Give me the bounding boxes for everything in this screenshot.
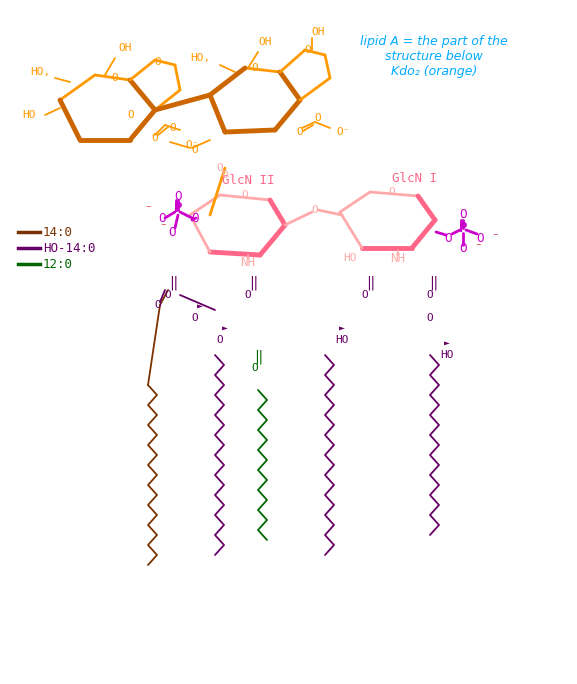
- Text: ⁻: ⁻: [491, 231, 499, 244]
- Text: OH: OH: [311, 27, 325, 37]
- Text: O: O: [426, 313, 433, 323]
- Text: O: O: [111, 73, 118, 83]
- Text: O: O: [155, 300, 162, 310]
- Text: HO: HO: [22, 110, 36, 120]
- Text: NH: NH: [391, 252, 406, 265]
- Text: ‖: ‖: [429, 276, 437, 290]
- Text: O: O: [168, 226, 176, 239]
- Text: ⁻: ⁻: [159, 222, 167, 235]
- Text: 12:0: 12:0: [43, 257, 73, 270]
- Text: ‖: ‖: [366, 276, 374, 290]
- Text: ⁻: ⁻: [144, 204, 152, 217]
- Text: O: O: [222, 170, 228, 180]
- Text: O: O: [245, 290, 252, 300]
- Text: HO,: HO,: [30, 67, 50, 77]
- Text: O: O: [459, 241, 467, 254]
- Text: O⁻: O⁻: [185, 140, 198, 150]
- Text: O: O: [312, 205, 319, 215]
- Text: ►: ►: [339, 323, 345, 333]
- Text: O: O: [444, 231, 452, 244]
- Text: ‖: ‖: [249, 276, 257, 290]
- Text: O: O: [242, 190, 248, 200]
- Text: O: O: [152, 133, 158, 143]
- Text: O: O: [170, 123, 177, 133]
- Text: ►: ►: [444, 338, 450, 348]
- Text: O⁻: O⁻: [336, 127, 350, 137]
- Text: HO: HO: [343, 253, 357, 263]
- Text: lipid A = the part of the
structure below
Kdo₂ (orange): lipid A = the part of the structure belo…: [360, 35, 508, 78]
- Text: O: O: [389, 187, 395, 197]
- Text: O: O: [192, 145, 198, 155]
- Text: P: P: [174, 201, 182, 215]
- Text: O: O: [297, 127, 304, 137]
- Text: O: O: [164, 290, 171, 300]
- Text: O: O: [191, 211, 198, 224]
- Text: O: O: [305, 45, 312, 55]
- Text: O: O: [459, 209, 467, 222]
- Text: ‖: ‖: [169, 276, 177, 290]
- Text: HO: HO: [440, 350, 454, 360]
- Text: O: O: [216, 163, 223, 173]
- Text: ‖: ‖: [254, 350, 262, 365]
- Text: ►: ►: [222, 323, 228, 333]
- Text: O: O: [128, 110, 134, 120]
- Text: 14:0: 14:0: [43, 226, 73, 239]
- Text: O: O: [158, 211, 166, 224]
- Text: O: O: [155, 57, 162, 67]
- Text: O: O: [314, 113, 321, 123]
- Text: ►: ►: [197, 301, 203, 311]
- Text: HO,: HO,: [190, 53, 210, 63]
- Text: O: O: [216, 335, 223, 345]
- Text: O: O: [174, 189, 182, 202]
- Text: O: O: [426, 290, 433, 300]
- Text: ⁻: ⁻: [474, 241, 482, 254]
- Text: GlcN I: GlcN I: [392, 172, 437, 185]
- Text: OH: OH: [118, 43, 132, 53]
- Text: O: O: [252, 363, 258, 373]
- Text: O: O: [192, 313, 198, 323]
- Text: P: P: [459, 221, 467, 235]
- Text: GlcN II: GlcN II: [222, 174, 274, 187]
- Text: O: O: [252, 63, 258, 73]
- Text: O: O: [476, 231, 484, 244]
- Text: OH: OH: [258, 37, 272, 47]
- Text: HO: HO: [335, 335, 349, 345]
- Text: NH: NH: [241, 256, 256, 269]
- Text: O: O: [362, 290, 368, 300]
- Text: HO-14:0: HO-14:0: [43, 241, 96, 254]
